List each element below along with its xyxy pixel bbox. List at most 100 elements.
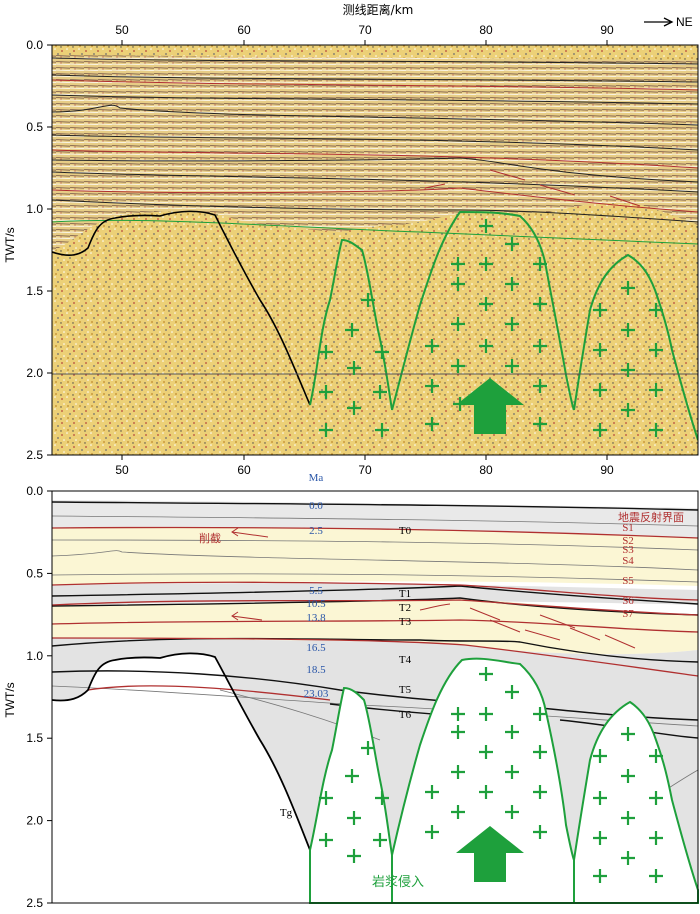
bottom-xtick-label: 70 — [358, 463, 372, 477]
top-plus-icon — [649, 303, 663, 317]
bottom-ytick-label: 0.5 — [26, 566, 43, 580]
reflector-legend: 地震反射界面 — [618, 510, 684, 524]
age-1: 2.5 — [309, 525, 323, 537]
top-plus-icon — [593, 383, 607, 397]
bottom-plus-icon — [649, 869, 663, 883]
age-6: 18.5 — [306, 664, 326, 676]
intrusion-label: 岩浆侵入 — [372, 874, 424, 890]
reflector-s4: S4 — [622, 555, 634, 567]
y-axis-label-bottom: TWT/s — [3, 682, 17, 717]
bottom-plus-icon — [479, 745, 493, 759]
top-plus-icon — [319, 345, 333, 359]
top-plus-icon — [319, 385, 333, 399]
bottom-plus-icon — [533, 707, 547, 721]
bottom-plus-icon — [649, 749, 663, 763]
bottom-plus-icon — [621, 727, 635, 741]
top-ytick-label: 0.5 — [26, 120, 43, 134]
reflector-s7: S7 — [622, 608, 634, 620]
top-plus-icon — [319, 423, 333, 437]
bottom-ytick-label: 2.5 — [26, 896, 43, 910]
top-plus-icon — [649, 343, 663, 357]
top-plus-icon — [505, 359, 519, 373]
top-xtick-label: 70 — [358, 23, 372, 37]
top-plus-icon — [451, 257, 465, 271]
top-plus-icon — [621, 281, 635, 295]
top-plus-icon — [593, 343, 607, 357]
top-plus-icon — [375, 345, 389, 359]
basement-surface — [52, 210, 311, 406]
bottom-plus-icon — [479, 707, 493, 721]
reflector-s5: S5 — [622, 575, 634, 587]
bottom-plus-icon — [593, 831, 607, 845]
horizon-t3: T3 — [399, 616, 412, 628]
bottom-plus-icon — [593, 869, 607, 883]
top-ytick-label: 1.0 — [26, 202, 43, 216]
top-plus-icon — [533, 339, 547, 353]
top-ytick-label: 2.0 — [26, 366, 43, 380]
horizon-t5: T5 — [399, 684, 412, 696]
top-xtick-label: 90 — [600, 23, 614, 37]
top-plus-icon — [425, 417, 439, 431]
age-0: 0.0 — [309, 500, 323, 512]
top-plus-icon — [347, 361, 361, 375]
top-plus-icon — [347, 401, 361, 415]
bottom-plus-icon — [451, 805, 465, 819]
bottom-plus-icon — [345, 769, 359, 783]
interpretation-panel — [51, 490, 699, 904]
age-header: Ma — [309, 472, 324, 484]
age-4: 13.8 — [306, 612, 326, 624]
bottom-plus-icon — [505, 805, 519, 819]
bottom-plus-icon — [621, 811, 635, 825]
bottom-ytick-label: 0.0 — [26, 484, 43, 498]
bottom-plus-icon — [361, 741, 375, 755]
top-plus-icon — [649, 383, 663, 397]
bottom-plus-icon — [319, 833, 333, 847]
intrusion-arrow-top — [456, 378, 524, 434]
truncation-label: 削截 — [199, 531, 221, 545]
direction-label: NE — [676, 15, 693, 29]
top-plus-icon — [621, 363, 635, 377]
bottom-plus-icon — [505, 685, 519, 699]
ne-arrow-icon — [644, 17, 674, 27]
top-plus-icon — [649, 423, 663, 437]
bottom-xtick-label: 90 — [600, 463, 614, 477]
top-plus-icon — [451, 277, 465, 291]
top-plus-icon — [505, 237, 519, 251]
bottom-plus-icon — [593, 791, 607, 805]
top-plus-icon — [425, 339, 439, 353]
bottom-plus-icon — [479, 785, 493, 799]
top-plus-icon — [373, 385, 387, 399]
intrusion-arrow-bottom — [456, 826, 524, 882]
reflector-s1: S1 — [622, 522, 634, 534]
bottom-plus-icon — [533, 785, 547, 799]
age-5: 16.5 — [306, 642, 326, 654]
bottom-plus-icon — [649, 791, 663, 805]
bottom-plus-icon — [649, 831, 663, 845]
top-plus-icon — [361, 293, 375, 307]
distance-axis-title: 测线距离/km — [343, 2, 414, 17]
bottom-plus-icon — [347, 811, 361, 825]
top-ytick-label: 0.0 — [26, 38, 43, 52]
reflector-s6: S6 — [622, 595, 634, 607]
bottom-plus-icon — [621, 769, 635, 783]
top-plus-icon — [479, 257, 493, 271]
top-plus-icon — [479, 297, 493, 311]
top-plus-icon — [505, 317, 519, 331]
top-plus-icon — [621, 403, 635, 417]
top-ytick-label: 2.5 — [26, 448, 43, 462]
top-plus-icon — [505, 277, 519, 291]
bottom-plus-icon — [593, 749, 607, 763]
bottom-plus-icon — [451, 707, 465, 721]
bottom-xtick-label: 80 — [479, 463, 493, 477]
top-plus-icon — [533, 417, 547, 431]
bottom-plus-icon — [479, 667, 493, 681]
horizon-t1: T1 — [399, 588, 411, 600]
seismic-panel — [51, 44, 699, 456]
bottom-ytick-label: 1.5 — [26, 731, 43, 745]
bottom-plus-icon — [451, 725, 465, 739]
top-plus-icon — [593, 423, 607, 437]
horizon-t4: T4 — [399, 654, 412, 666]
top-ytick-label: 1.5 — [26, 284, 43, 298]
top-plus-icon — [479, 339, 493, 353]
bottom-plus-icon — [347, 849, 361, 863]
